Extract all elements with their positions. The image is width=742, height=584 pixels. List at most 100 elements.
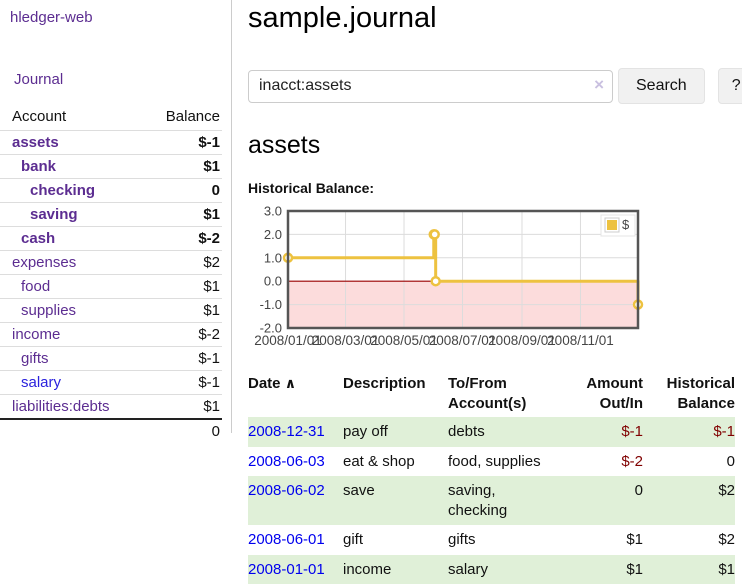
data-point-marker [430, 276, 441, 287]
search-bar: × Search ? [248, 68, 742, 105]
register-table: Date ∧ Description To/From Account(s) Am… [248, 370, 735, 584]
svg-text:1.0: 1.0 [264, 251, 282, 266]
account-balance: 0 [136, 178, 222, 203]
account-balance: $-2 [136, 322, 222, 347]
svg-text:3.0: 3.0 [264, 205, 282, 219]
account-link[interactable]: salary [21, 374, 62, 391]
transaction-date-link[interactable]: 2008-12-31 [248, 423, 325, 441]
transaction-row: 2008-06-03 eat & shop food, supplies $-2 0 [248, 447, 735, 477]
account-balance: $1 [136, 394, 222, 419]
account-link[interactable]: assets [12, 134, 59, 151]
transaction-accounts: debts [448, 423, 485, 441]
account-link[interactable]: food [21, 278, 51, 295]
transaction-accounts: gifts [448, 531, 476, 549]
account-row: income $-2 [0, 322, 222, 347]
account-balance: $-2 [136, 226, 222, 251]
account-balance: $-1 [136, 370, 222, 395]
account-row: cash $-2 [0, 226, 222, 251]
transaction-row: 2008-06-02 save saving, checking 0 $2 [248, 476, 735, 526]
svg-text:2008/09/01: 2008/09/01 [488, 333, 556, 348]
account-balance: $1 [136, 274, 222, 299]
journal-link[interactable]: Journal [14, 71, 64, 88]
svg-text:2.0: 2.0 [264, 227, 282, 242]
accounts-table: Account Balance assets $-1 bank $1 checking 0… [0, 105, 222, 443]
clear-search-icon[interactable]: × [594, 74, 604, 94]
transaction-balance: 0 [726, 452, 735, 470]
account-row: salary $-1 [0, 370, 222, 395]
transaction-row: 2008-01-01 income salary $1 $1 [248, 554, 735, 584]
transaction-amount: $1 [626, 560, 643, 578]
account-row: liabilities:debts $1 [0, 394, 222, 419]
transaction-accounts: salary [448, 560, 489, 578]
svg-text:-2.0: -2.0 [260, 321, 282, 336]
account-balance: $-1 [136, 346, 222, 371]
transaction-date-link[interactable]: 2008-01-01 [248, 560, 325, 578]
account-row: assets $-1 [0, 131, 222, 155]
transaction-accounts: saving, checking [448, 482, 508, 519]
transaction-date-link[interactable]: 2008-06-02 [248, 482, 325, 500]
svg-text:$: $ [622, 217, 630, 232]
accounts-header-account: Account [0, 105, 137, 131]
account-link[interactable]: supplies [21, 302, 77, 319]
search-button[interactable]: Search [618, 68, 705, 105]
svg-text:2008/07/01: 2008/07/01 [429, 333, 497, 348]
register-header-date[interactable]: Date ∧ [248, 375, 297, 393]
data-point-marker [429, 229, 440, 240]
transaction-date-link[interactable]: 2008-06-01 [248, 531, 325, 549]
transaction-balance: $1 [718, 560, 735, 578]
transaction-description: income [343, 560, 392, 578]
chart-legend: $ [600, 214, 636, 237]
account-row: expenses $2 [0, 250, 222, 275]
register-header-description: Description [343, 375, 426, 393]
account-link[interactable]: expenses [12, 254, 77, 271]
account-row: saving $1 [0, 202, 222, 227]
sort-ascending-icon: ∧ [284, 375, 297, 392]
account-balance: $1 [136, 154, 222, 179]
accounts-total-row: 0 [0, 418, 222, 443]
svg-text:2008/01/01: 2008/01/01 [254, 333, 322, 348]
svg-text:-1.0: -1.0 [260, 297, 282, 312]
help-button[interactable]: ? [717, 68, 742, 105]
account-link[interactable]: cash [21, 230, 56, 247]
svg-text:2008/05/01: 2008/05/01 [370, 333, 438, 348]
account-link[interactable]: saving [30, 206, 78, 223]
account-link[interactable]: checking [30, 182, 96, 199]
transaction-amount: $-2 [621, 452, 643, 470]
transaction-balance: $2 [718, 482, 735, 500]
svg-text:2008/11/01: 2008/11/01 [547, 333, 614, 348]
account-link[interactable]: income [12, 326, 61, 343]
app-title-link[interactable]: hledger-web [10, 9, 93, 26]
svg-text:2008/03/01: 2008/03/01 [312, 333, 380, 348]
accounts-header-balance: Balance [136, 105, 222, 131]
account-link[interactable]: liabilities:debts [12, 398, 110, 415]
transaction-amount: $1 [626, 531, 643, 549]
svg-text:0.0: 0.0 [264, 274, 282, 289]
page-title: sample.journal [248, 2, 437, 34]
search-input[interactable] [248, 69, 613, 103]
account-balance: $1 [136, 202, 222, 227]
transaction-amount: $-1 [621, 423, 643, 441]
register-header-amount: Amount Out/In [586, 375, 643, 412]
transaction-description: gift [343, 531, 364, 549]
account-row: gifts $-1 [0, 346, 222, 371]
chart-svg: $3.0 2.0 1.0 0.0 -1.0 -2.02008/01/012008/03/0… [254, 204, 644, 348]
transaction-row: 2008-06-01 gift gifts $1 $2 [248, 525, 735, 555]
sidebar: hledger-web Journal Account Balance asse… [0, 0, 232, 443]
transaction-date-link[interactable]: 2008-06-03 [248, 452, 325, 470]
account-row: bank $1 [0, 154, 222, 179]
account-row: supplies $1 [0, 298, 222, 323]
historical-balance-chart: $3.0 2.0 1.0 0.0 -1.0 -2.0 2008/01/01 2008/03/0… [248, 204, 742, 357]
transaction-description: pay off [343, 423, 388, 441]
register-header-accounts: To/From Account(s) [448, 375, 527, 412]
transaction-row: 2008-12-31 pay off debts $-1 $-1 [248, 417, 735, 447]
account-link[interactable]: gifts [21, 350, 49, 367]
main-content: sample.journal × Search ? assets Histori… [232, 0, 742, 584]
chart-label: Historical Balance: [248, 180, 375, 197]
transaction-description: save [343, 482, 375, 500]
transaction-accounts: food, supplies [448, 452, 541, 470]
account-balance: $-1 [198, 134, 220, 151]
transaction-amount: 0 [634, 482, 643, 500]
search-field-wrap: × [248, 69, 613, 103]
account-link[interactable]: bank [21, 158, 57, 175]
